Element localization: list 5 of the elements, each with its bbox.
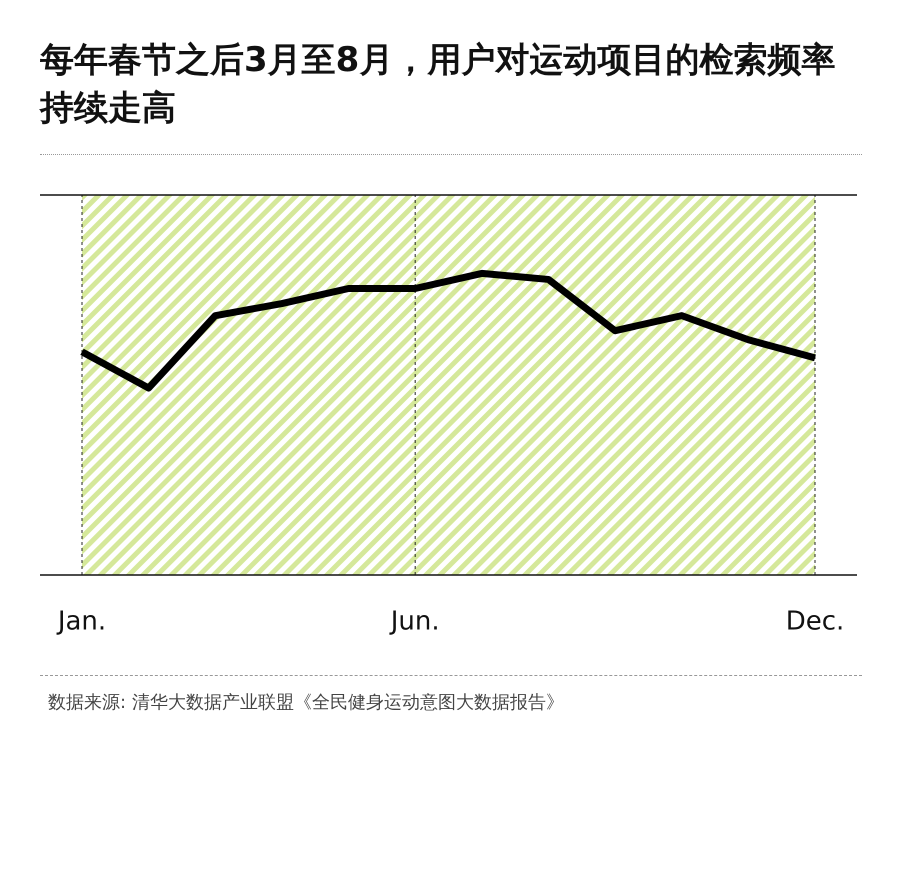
x-tick-label: Jun.: [388, 606, 440, 636]
x-tick-label: Jan.: [56, 606, 106, 636]
x-tick-label: Dec.: [786, 606, 844, 636]
chart-title: 每年春节之后3月至8月，用户对运动项目的检索频率持续走高: [38, 39, 836, 130]
source-note: 数据来源: 清华大数据产业联盟《全民健身运动意图大数据报告》: [47, 691, 565, 714]
